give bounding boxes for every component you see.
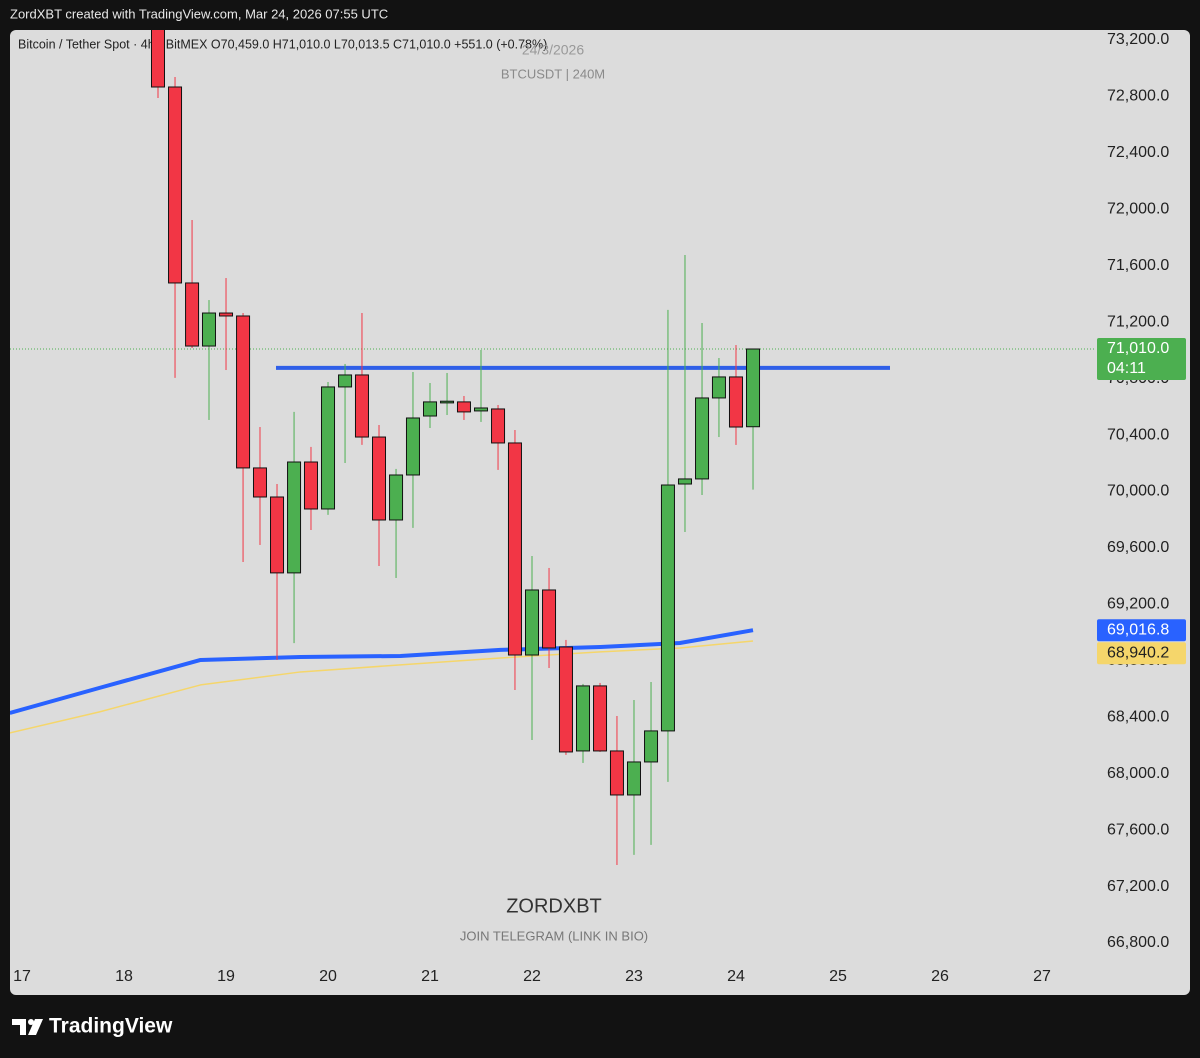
- candle-body: [236, 315, 251, 469]
- y-tick-label: 71,600.0: [1107, 257, 1169, 274]
- candle-body: [423, 401, 438, 417]
- candle-body: [456, 401, 471, 413]
- candle-body: [695, 397, 710, 480]
- moving-average: [10, 628, 754, 715]
- candle-body: [354, 374, 369, 438]
- y-tick-label: 70,000.0: [1107, 483, 1169, 500]
- countdown-label: 04:11: [1107, 360, 1146, 377]
- candle-body: [405, 417, 420, 476]
- chart-panel: [10, 30, 1190, 995]
- y-tick-label: 72,800.0: [1107, 88, 1169, 105]
- candle-body: [660, 484, 675, 732]
- plot-area: [10, 30, 1095, 865]
- candle-body: [524, 589, 539, 656]
- candle-body: [626, 761, 641, 796]
- candle-body: [575, 685, 590, 752]
- candle-body: [644, 730, 659, 763]
- candle-body: [372, 436, 387, 521]
- candle-body: [338, 374, 353, 388]
- candle-body: [201, 312, 216, 347]
- candle-body: [252, 467, 267, 498]
- candle-body: [728, 376, 743, 428]
- y-tick-label: 70,400.0: [1107, 426, 1169, 443]
- candle-body: [303, 461, 318, 510]
- candle-body: [321, 386, 336, 510]
- x-tick-label: 27: [1033, 968, 1051, 985]
- candle-body: [440, 400, 455, 404]
- x-tick-label: 22: [523, 968, 541, 985]
- x-tick-label: 18: [115, 968, 133, 985]
- candle-body: [711, 376, 726, 399]
- x-tick-label: 25: [829, 968, 847, 985]
- candle-body: [542, 589, 557, 649]
- x-tick-label: 26: [931, 968, 949, 985]
- x-tick-label: 17: [13, 968, 31, 985]
- candle-body: [219, 312, 234, 317]
- last-price-badge: [1097, 337, 1186, 380]
- y-tick-label: 67,200.0: [1107, 878, 1169, 895]
- candle-body: [491, 408, 506, 444]
- y-tick-label: 68,000.0: [1107, 765, 1169, 782]
- x-tick-label: 24: [727, 968, 745, 985]
- watermark-brand: ZORDXBT: [506, 895, 602, 917]
- y-tick-label: 72,400.0: [1107, 144, 1169, 161]
- candle-body: [593, 685, 608, 752]
- series-price-badge: [1097, 619, 1186, 642]
- y-tick-label: 68,400.0: [1107, 708, 1169, 725]
- candle-body: [558, 646, 573, 753]
- y-tick-label: 66,800.0: [1107, 934, 1169, 951]
- y-tick-label: 69,200.0: [1107, 596, 1169, 613]
- candle-body: [746, 348, 761, 428]
- y-tick-label: 73,200.0: [1107, 31, 1169, 48]
- y-tick-label: 69,600.0: [1107, 539, 1169, 556]
- x-tick-label: 23: [625, 968, 643, 985]
- x-tick-label: 20: [319, 968, 337, 985]
- watermark-note: JOIN TELEGRAM (LINK IN BIO): [460, 928, 648, 943]
- candle-body: [270, 496, 285, 574]
- footer-brand: TradingView: [49, 1015, 173, 1038]
- last-price-label: 71,010.0: [1107, 340, 1169, 357]
- moving-average: [10, 640, 754, 734]
- symbol-legend: Bitcoin / Tether Spot · 4h · BitMEX O70,…: [18, 37, 547, 51]
- candle-body: [185, 282, 200, 347]
- header-text: ZordXBT created with TradingView.com, Ma…: [10, 6, 388, 21]
- candle-body: [150, 30, 165, 88]
- series-price-badge: [1097, 642, 1186, 665]
- candle-body: [168, 86, 183, 284]
- candle-body: [677, 478, 692, 485]
- tradingview-logo: [12, 1019, 43, 1035]
- x-tick-label: 21: [421, 968, 439, 985]
- watermark-symbol: BTCUSDT | 240M: [501, 66, 605, 81]
- series-price-label: 69,016.8: [1107, 621, 1169, 638]
- candle-body: [389, 474, 404, 521]
- candle-body: [287, 461, 302, 574]
- watermark-date: 24/3/2026: [522, 42, 584, 58]
- y-tick-label: 71,200.0: [1107, 313, 1169, 330]
- x-tick-label: 19: [217, 968, 235, 985]
- candle-body: [609, 750, 624, 796]
- candle-body: [507, 442, 522, 656]
- y-tick-label: 67,600.0: [1107, 821, 1169, 838]
- candle-body: [474, 407, 489, 412]
- series-price-label: 68,940.2: [1107, 644, 1169, 661]
- y-tick-label: 72,000.0: [1107, 201, 1169, 218]
